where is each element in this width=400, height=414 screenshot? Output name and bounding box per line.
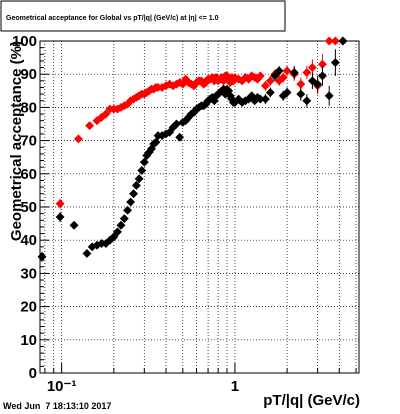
x-axis-title: pT/|q| (GeV/c) [263,392,360,409]
y-axis-title: Geometrical acceptance (%) [8,41,25,241]
data-point [55,199,65,209]
data-point [134,174,144,184]
series-group [37,36,348,262]
data-point [175,132,185,142]
data-point [307,76,317,86]
data-point [282,66,292,76]
axis-ticks [40,40,357,374]
y-tick-label: 50 [20,199,37,216]
tick-labels: 0 10 20 30 40 50 60 70 80 90 100 10⁻¹ 1 [12,33,239,395]
data-point [265,76,275,86]
data-point [69,220,79,230]
data-point [338,36,348,46]
data-point [324,91,334,101]
data-point [265,87,275,98]
data-point [317,71,328,81]
data-point [112,227,123,237]
data-point [302,96,312,106]
data-point [82,248,92,259]
data-point [129,189,139,199]
data-point [330,36,340,46]
data-point [270,71,280,81]
y-tick-label: 60 [20,166,37,183]
timestamp-label: Wed Jun 7 18:13:10 2017 [3,401,111,411]
data-point [55,212,65,222]
data-point [37,252,47,262]
data-point [122,205,133,215]
data-point [137,165,147,176]
data-point [85,121,95,131]
y-tick-label: 0 [29,365,37,382]
data-point [260,81,270,91]
data-point [330,58,340,68]
y-tick-label: 80 [20,99,37,116]
y-tick-label: 90 [20,66,37,83]
x-tick-label: 1 [231,378,239,395]
x-tick-label: 10⁻¹ [47,378,77,395]
series-group [37,36,348,262]
data-marks [37,36,348,262]
data-point [101,109,111,119]
data-point [260,94,270,104]
data-point [307,63,317,73]
data-point [73,134,83,144]
data-point [116,220,126,230]
data-point [139,157,149,167]
y-tick-label: 30 [20,265,37,282]
data-point [274,66,284,76]
data-point [278,72,288,83]
data-point [324,36,334,46]
data-point [119,214,129,224]
data-point [313,79,323,89]
data-point [131,180,141,190]
data-point [296,89,306,99]
data-point [255,71,265,81]
data-point [126,197,136,207]
data-point [282,87,292,98]
data-point [151,137,161,147]
y-tick-label: 20 [20,299,37,316]
data-point [302,67,312,78]
data-point [289,67,299,78]
y-tick-label: 10 [20,332,37,349]
y-tick-label: 100 [12,33,37,50]
y-tick-label: 70 [20,133,37,150]
chart-title-box: Geometrical acceptance for Global vs pT/… [0,0,286,32]
chart-title: Geometrical acceptance for Global vs pT/… [6,15,219,22]
y-tick-label: 40 [20,232,37,249]
